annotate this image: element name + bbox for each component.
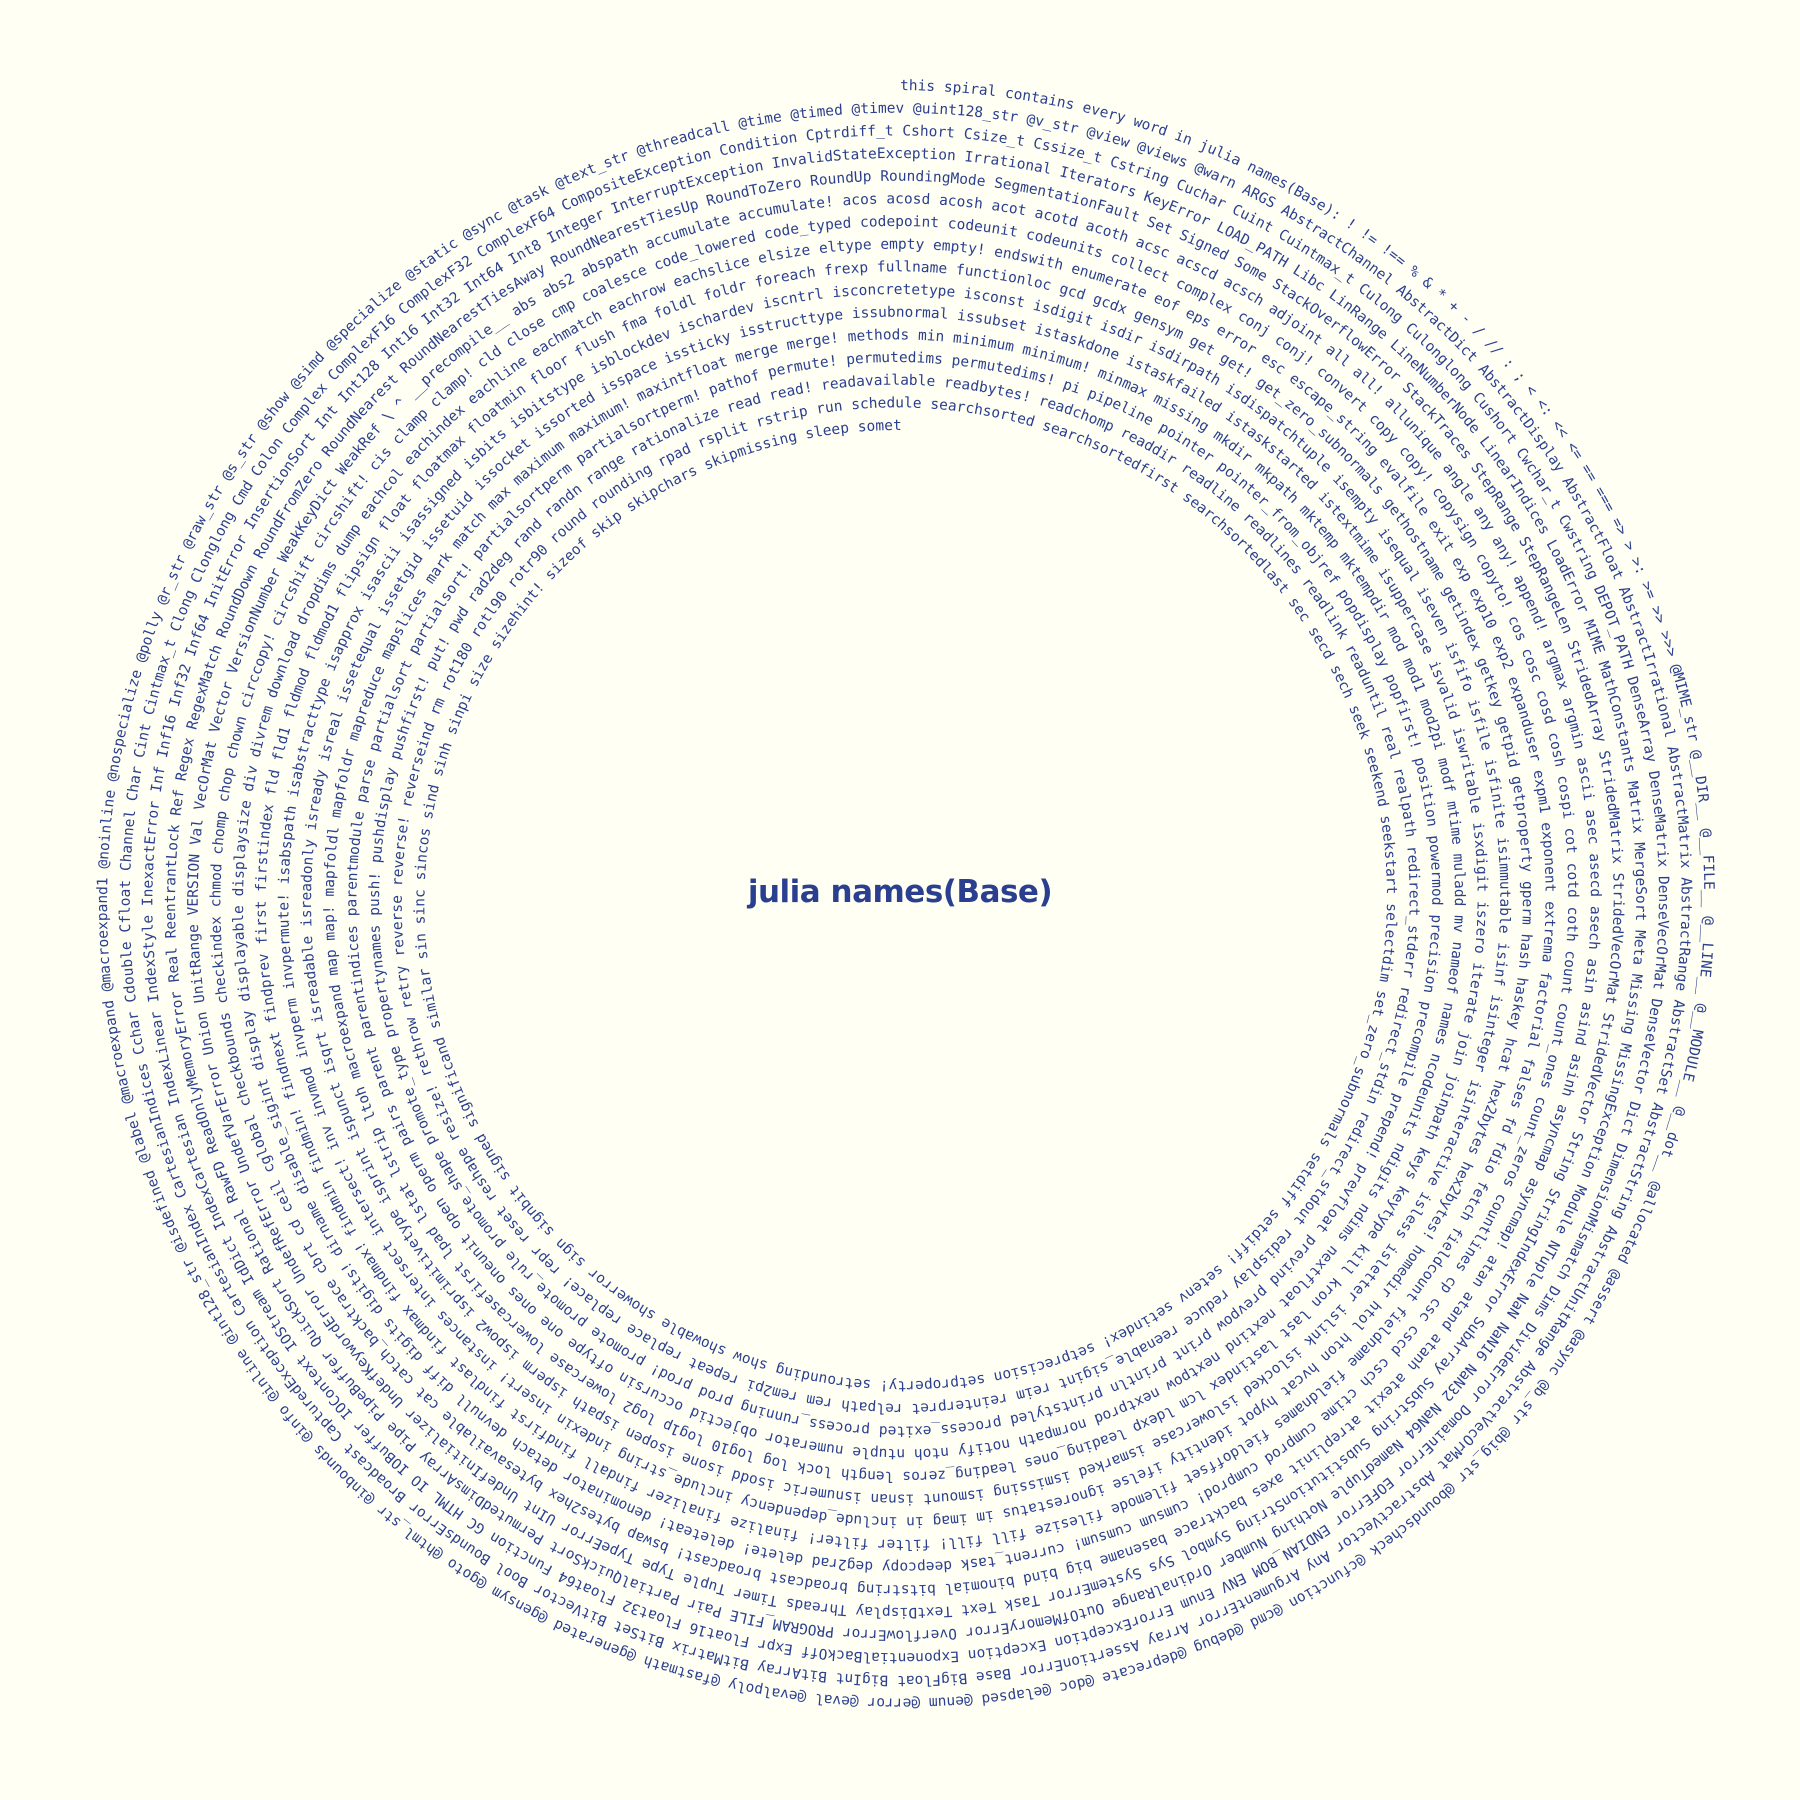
spiral-text: this spiral contains every word in julia…	[0, 0, 1716, 1711]
page-title: julia names(Base)	[747, 874, 1053, 910]
spiral-words: this spiral contains every word in julia…	[0, 0, 1716, 1711]
